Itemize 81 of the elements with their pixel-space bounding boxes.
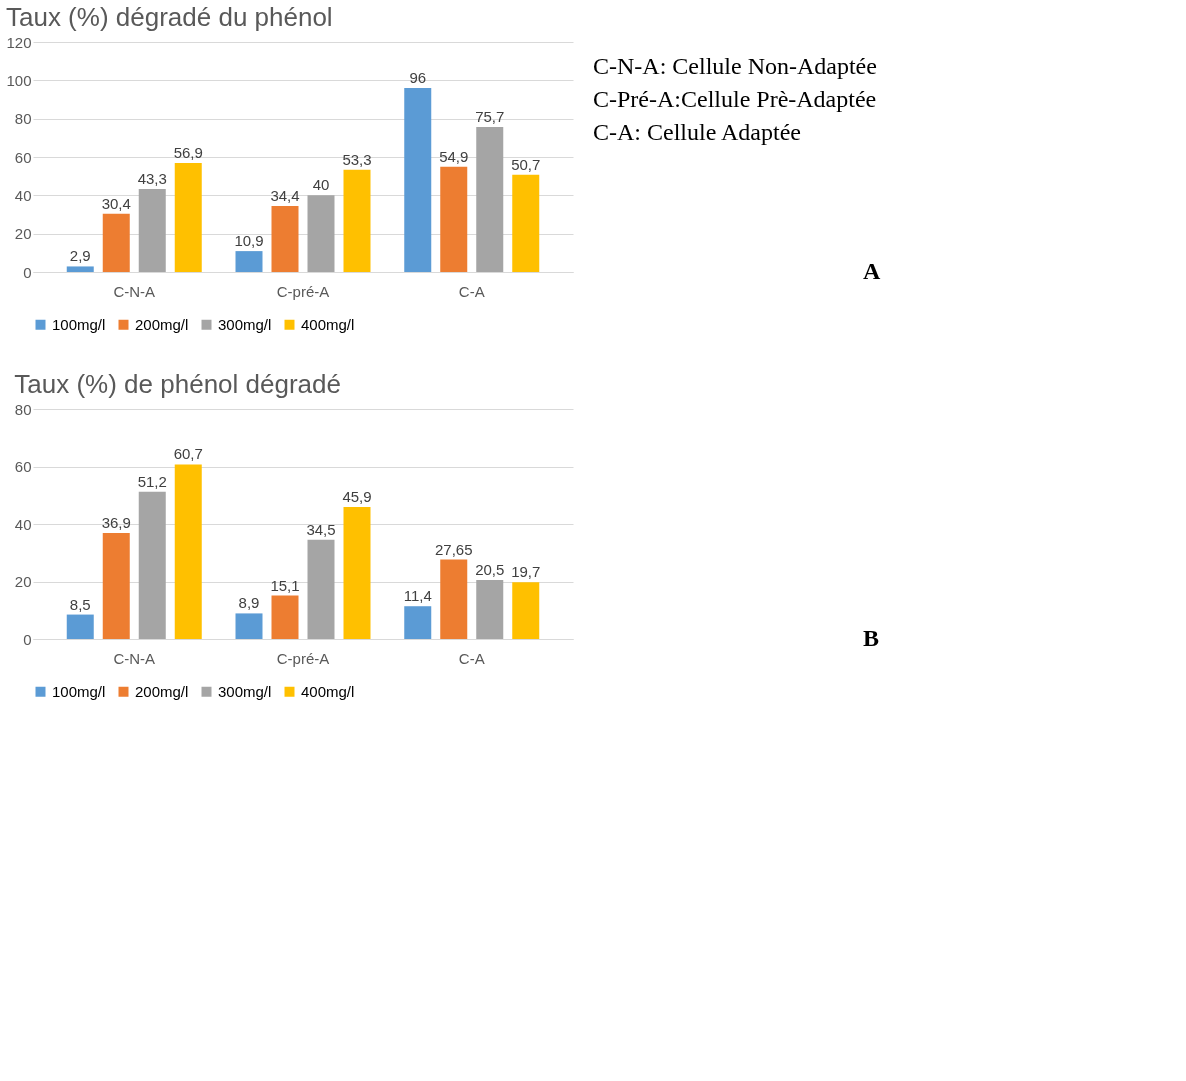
data-label: 8,5 [69,595,91,613]
data-label: 60,7 [173,445,203,463]
bar [404,606,432,639]
data-label: 19,7 [511,563,541,581]
x-tick-label: C-pré-A [276,649,330,667]
data-label: 36,9 [101,513,131,531]
bar [512,582,540,639]
y-tick-label: 80 [14,400,32,418]
bar [174,162,202,272]
y-tick-label: 40 [14,186,32,204]
bar [174,464,202,639]
data-label: 51,2 [137,472,167,490]
y-tick-label: 20 [14,573,32,590]
y-tick-label: 0 [23,630,32,648]
data-label: 8,9 [238,594,260,612]
bar [343,169,371,272]
bar [343,507,371,639]
data-label: 15,1 [270,576,300,594]
bar [235,251,263,272]
legend-label: 100mg/l [52,315,106,333]
bar [440,166,468,272]
bar [235,613,263,639]
bar [271,206,299,272]
x-tick-label: C-A [458,649,485,667]
data-label: 34,4 [270,187,300,205]
data-label: 96 [409,69,427,86]
x-tick-label: C-A [458,282,485,300]
bar [404,88,432,272]
bar [271,595,299,639]
data-label: 11,4 [403,587,432,605]
data-label: 10,9 [234,232,264,250]
bar [102,213,130,272]
data-label: 45,9 [342,488,372,506]
legend-label: 100mg/l [52,682,106,700]
data-label: 2,9 [69,247,91,265]
y-tick-label: 80 [14,110,32,128]
chart-title: Taux (%) dégradé du phénol [5,2,333,32]
y-tick-label: 0 [23,263,32,281]
data-label: 27,65 [434,540,473,558]
legend-label: 400mg/l [301,682,355,700]
bar [476,580,504,639]
data-label: 56,9 [173,143,203,161]
x-tick-label: C-pré-A [276,282,330,300]
data-label: 50,7 [511,155,541,173]
text: C-A: Cellule Adaptée [593,119,801,145]
y-tick-label: 40 [14,515,32,533]
data-label: 20,5 [475,561,505,579]
x-tick-label: C-N-A [113,282,156,300]
bar [138,189,166,272]
x-tick-label: C-N-A [113,649,156,667]
bar [138,491,166,639]
bar [440,559,468,639]
legend-label: 200mg/l [135,315,189,333]
data-label: 34,5 [306,520,336,538]
y-tick-label: 120 [6,33,32,51]
legend-label: 300mg/l [218,315,272,333]
data-label: 54,9 [439,147,469,165]
bar [512,174,540,272]
chart-title: Taux (%) de phénol dégradé [14,369,341,399]
bar [66,266,94,272]
text: B [863,625,880,651]
data-label: 40 [312,176,330,194]
text: A [863,258,881,284]
text: C-N-A: Cellule Non-Adaptée [593,53,877,79]
bar [66,614,94,639]
legend-label: 200mg/l [135,682,189,700]
y-tick-label: 100 [6,71,32,89]
data-label: 30,4 [101,194,131,212]
bar [307,195,335,272]
y-tick-label: 20 [14,225,32,243]
legend-label: 400mg/l [301,315,355,333]
data-label: 75,7 [475,107,505,125]
data-label: 43,3 [137,170,167,188]
y-tick-label: 60 [14,458,32,475]
legend-label: 300mg/l [218,682,272,700]
bar [307,539,335,639]
bar [476,126,504,272]
bar [102,532,130,639]
y-tick-label: 60 [14,148,32,166]
text: C-Pré-A:Cellule Prè-Adaptée [593,86,877,112]
data-label: 53,3 [342,150,372,168]
